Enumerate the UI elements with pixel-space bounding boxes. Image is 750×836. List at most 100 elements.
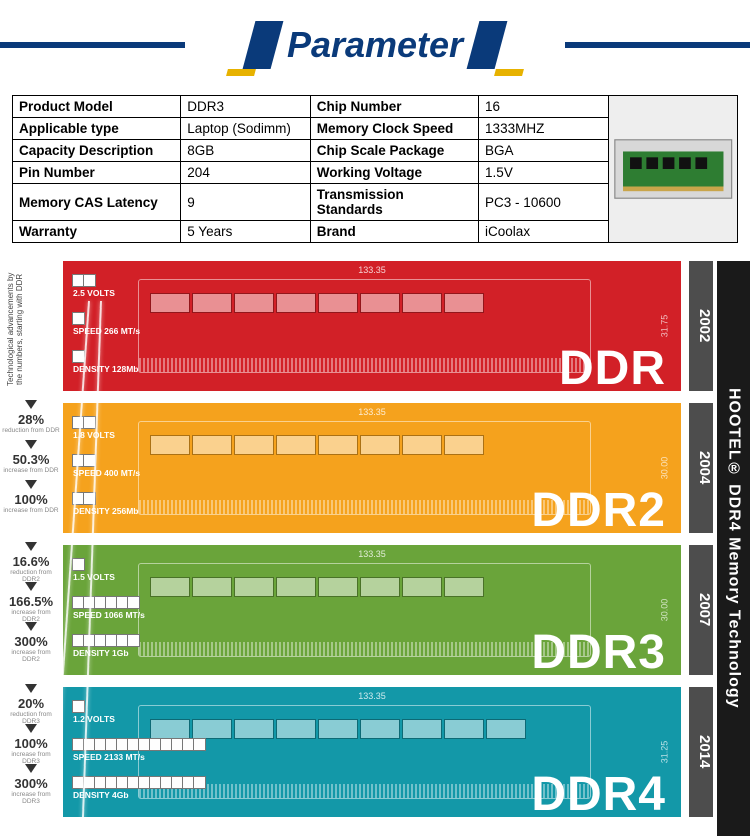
ddr-generation-row: 133.35 30.00 1.5 VOLTS SPEED 1066 MT/s DENSI… xyxy=(63,545,681,675)
volts-indicator: 2.5 VOLTS xyxy=(73,275,115,298)
header-accent xyxy=(227,69,523,76)
ram-module-outline xyxy=(138,705,591,799)
width-dimension: 133.35 xyxy=(358,265,386,275)
speed-indicator: SPEED 2133 MT/s xyxy=(73,739,205,762)
advancement-stat: 50.3%increase from DDR xyxy=(2,437,60,474)
volts-indicator: 1.5 VOLTS xyxy=(73,559,115,582)
spec-label: Memory Clock Speed xyxy=(310,118,478,140)
speed-indicator: SPEED 266 MT/s xyxy=(73,313,140,336)
arrow-down-icon xyxy=(25,622,37,631)
advancements-column: Technological advancements by the number… xyxy=(0,261,63,836)
spec-value: 1333MHZ xyxy=(479,118,608,140)
spec-label: Chip Scale Package xyxy=(310,140,478,162)
spec-label: Transmission Standards xyxy=(310,184,478,221)
arrow-down-icon xyxy=(25,684,37,693)
year-badge: 2004 xyxy=(689,403,713,533)
spec-value: 204 xyxy=(181,162,310,184)
advancement-stat: 16.6%reduction from DDR2 xyxy=(2,539,60,583)
speed-indicator: SPEED 1066 MT/s xyxy=(73,597,145,620)
spec-value: BGA xyxy=(479,140,608,162)
ram-module-outline xyxy=(138,421,591,515)
spec-value: 16 xyxy=(479,96,608,118)
width-dimension: 133.35 xyxy=(358,549,386,559)
arrow-down-icon xyxy=(25,764,37,773)
header-banner: Parameter xyxy=(0,10,750,80)
spec-value: 5 Years xyxy=(181,221,310,243)
spec-label: Memory CAS Latency xyxy=(13,184,181,221)
pin-edge xyxy=(139,358,590,372)
spec-value: PC3 - 10600 xyxy=(479,184,608,221)
spec-value: 9 xyxy=(181,184,310,221)
density-indicator: DENSITY 4Gb xyxy=(73,777,205,800)
ddr-evolution-infographic: Technological advancements by the number… xyxy=(0,261,750,836)
pin-edge xyxy=(139,642,590,656)
density-indicator: DENSITY 128Mb xyxy=(73,351,139,374)
height-dimension: 31.25 xyxy=(660,741,670,764)
height-dimension: 30.00 xyxy=(660,599,670,622)
chip-row xyxy=(151,720,525,738)
spec-table-wrap: Product ModelDDR3Chip Number16 Applicable… xyxy=(0,95,750,243)
spec-table: Product ModelDDR3Chip Number16 Applicable… xyxy=(12,95,738,243)
width-dimension: 133.35 xyxy=(358,407,386,417)
advancement-stat: 300%increase from DDR3 xyxy=(2,761,60,805)
ram-module-outline xyxy=(138,563,591,657)
spec-value: iCoolax xyxy=(479,221,608,243)
advancement-stat: 100%increase from DDR3 xyxy=(2,721,60,765)
generation-name: DDR xyxy=(559,341,666,396)
spec-label: Brand xyxy=(310,221,478,243)
advancement-stat: 100%increase from DDR xyxy=(2,477,60,514)
spec-value: 1.5V xyxy=(479,162,608,184)
advancement-stat: 20%reduction from DDR3 xyxy=(2,681,60,725)
timeline-column: 2002 2004 2007 2014 HOOTEL® DDR4 Memory Tec… xyxy=(685,261,750,836)
spec-label: Pin Number xyxy=(13,162,181,184)
spec-value: 8GB xyxy=(181,140,310,162)
generation-name: DDR2 xyxy=(531,483,666,538)
spec-label: Working Voltage xyxy=(310,162,478,184)
arrow-down-icon xyxy=(25,724,37,733)
advancement-stat: 166.5%increase from DDR2 xyxy=(2,579,60,623)
chip-row xyxy=(151,578,483,596)
arrow-down-icon xyxy=(25,480,37,489)
height-dimension: 31.75 xyxy=(660,315,670,338)
pin-edge xyxy=(139,500,590,514)
year-badge: 2002 xyxy=(689,261,713,391)
width-dimension: 133.35 xyxy=(358,691,386,701)
speed-indicator: SPEED 400 MT/s xyxy=(73,455,140,478)
volts-indicator: 1.8 VOLTS xyxy=(73,417,115,440)
density-indicator: DENSITY 256Mb xyxy=(73,493,139,516)
advancement-stat: 28%reduction from DDR xyxy=(2,397,60,434)
advancements-header: Technological advancements by the number… xyxy=(6,269,24,389)
density-indicator: DENSITY 1Gb xyxy=(73,635,139,658)
ddr-generation-row: 133.35 31.25 1.2 VOLTS SPEED 2133 MT/s DENSI… xyxy=(63,687,681,817)
spec-value: DDR3 xyxy=(181,96,310,118)
height-dimension: 30.00 xyxy=(660,457,670,480)
chip-row xyxy=(151,436,483,454)
year-badge: 2014 xyxy=(689,687,713,817)
header-rule-left xyxy=(0,42,185,48)
sodimm-thumbnail-icon xyxy=(609,96,738,242)
volts-indicator: 1.2 VOLTS xyxy=(73,701,115,724)
generation-name: DDR4 xyxy=(531,767,666,822)
ram-module-outline xyxy=(138,279,591,373)
pin-edge xyxy=(139,784,590,798)
spec-label: Applicable type xyxy=(13,118,181,140)
ddr-generation-row: 133.35 30.00 1.8 VOLTS SPEED 400 MT/s DENSIT… xyxy=(63,403,681,533)
brand-title-bar: HOOTEL® DDR4 Memory Technology xyxy=(717,261,750,836)
arrow-down-icon xyxy=(25,582,37,591)
arrow-down-icon xyxy=(25,542,37,551)
spec-value: Laptop (Sodimm) xyxy=(181,118,310,140)
spec-label: Capacity Description xyxy=(13,140,181,162)
ddr-generation-row: 133.35 31.75 2.5 VOLTS SPEED 266 MT/s DENSIT… xyxy=(63,261,681,391)
advancement-stat: 300%increase from DDR2 xyxy=(2,619,60,663)
generation-name: DDR3 xyxy=(531,625,666,680)
chip-row xyxy=(151,294,483,312)
arrow-down-icon xyxy=(25,400,37,409)
arrow-down-icon xyxy=(25,440,37,449)
product-image-cell xyxy=(608,96,738,243)
spec-label: Chip Number xyxy=(310,96,478,118)
spec-label: Warranty xyxy=(13,221,181,243)
page-title: Parameter xyxy=(277,24,473,66)
spec-label: Product Model xyxy=(13,96,181,118)
header-rule-right xyxy=(565,42,750,48)
year-badge: 2007 xyxy=(689,545,713,675)
